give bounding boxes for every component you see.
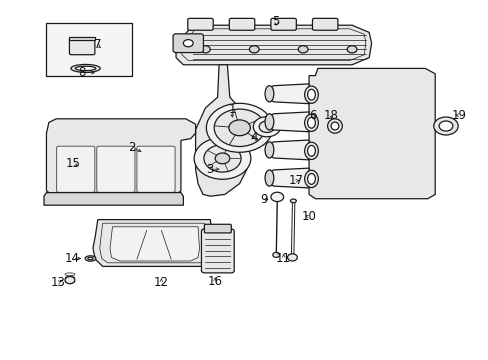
Polygon shape [44,193,183,205]
Text: 7: 7 [94,39,102,51]
Circle shape [433,117,457,135]
FancyBboxPatch shape [229,18,254,30]
Text: 9: 9 [260,193,267,206]
Text: 3: 3 [206,163,214,176]
Bar [46,23,132,76]
Ellipse shape [304,142,318,159]
Bar [69,37,95,40]
Ellipse shape [163,141,169,144]
Text: 2: 2 [128,141,136,154]
FancyBboxPatch shape [270,18,296,30]
Ellipse shape [71,64,100,72]
Circle shape [148,137,162,147]
Text: 14: 14 [65,252,80,265]
Ellipse shape [307,174,315,184]
Ellipse shape [327,119,342,133]
Circle shape [183,40,193,47]
Ellipse shape [264,114,273,130]
FancyBboxPatch shape [173,34,203,53]
Ellipse shape [290,199,296,203]
Ellipse shape [307,89,315,100]
Circle shape [249,46,259,53]
FancyBboxPatch shape [137,146,175,192]
Text: 8: 8 [78,66,86,78]
Circle shape [259,121,274,132]
Circle shape [253,117,280,137]
FancyBboxPatch shape [204,224,231,233]
FancyBboxPatch shape [57,146,95,192]
Ellipse shape [75,66,96,71]
Ellipse shape [264,170,273,186]
Circle shape [203,145,241,172]
Circle shape [438,121,452,131]
Circle shape [214,109,264,147]
Circle shape [194,138,250,179]
Circle shape [65,276,75,284]
Text: 4: 4 [250,131,258,144]
Text: 18: 18 [324,109,338,122]
Ellipse shape [307,145,315,156]
Ellipse shape [307,117,315,128]
Text: 13: 13 [50,276,65,289]
FancyBboxPatch shape [69,38,95,55]
FancyBboxPatch shape [201,229,234,273]
Ellipse shape [330,122,338,130]
Circle shape [215,153,229,164]
Text: 15: 15 [66,157,81,170]
Text: 1: 1 [228,103,236,116]
Polygon shape [46,119,195,196]
Polygon shape [195,65,249,196]
Polygon shape [266,140,308,160]
Polygon shape [93,220,214,266]
FancyBboxPatch shape [187,18,213,30]
FancyBboxPatch shape [97,146,135,192]
Polygon shape [110,227,199,261]
Ellipse shape [264,142,273,158]
Text: 6: 6 [308,109,316,122]
Ellipse shape [304,114,318,131]
Ellipse shape [304,86,318,103]
Text: 5: 5 [272,15,280,28]
Ellipse shape [264,86,273,102]
Text: 11: 11 [276,252,290,265]
Text: 17: 17 [288,174,303,187]
Circle shape [270,192,283,202]
Circle shape [228,120,250,136]
Circle shape [287,254,297,261]
Ellipse shape [304,170,318,188]
Text: 10: 10 [301,210,316,223]
Polygon shape [308,68,434,199]
Polygon shape [176,25,371,65]
Circle shape [200,46,210,53]
Polygon shape [266,168,308,188]
Ellipse shape [87,257,93,260]
Circle shape [346,46,356,53]
Polygon shape [266,84,308,104]
FancyBboxPatch shape [312,18,337,30]
Text: 12: 12 [154,276,168,289]
Circle shape [298,46,307,53]
Circle shape [272,252,279,257]
Polygon shape [266,112,308,132]
Ellipse shape [85,256,96,261]
Text: 16: 16 [207,275,222,288]
Text: 19: 19 [451,109,466,122]
Circle shape [206,103,272,152]
